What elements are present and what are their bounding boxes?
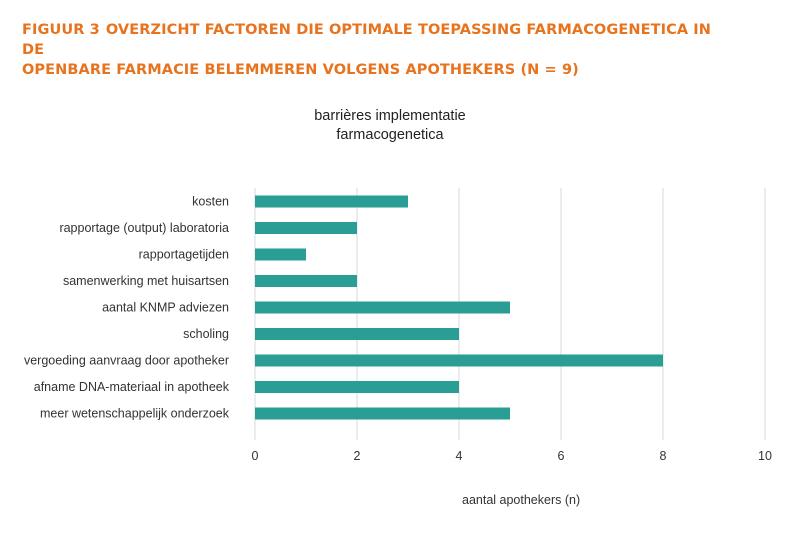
figure-heading-line-1: FIGUUR 3 OVERZICHT FACTOREN DIE OPTIMALE … xyxy=(22,20,722,60)
figure-heading-text-1: OVERZICHT FACTOREN DIE OPTIMALE TOEPASSI… xyxy=(22,22,712,58)
bar xyxy=(255,407,510,420)
bar xyxy=(255,354,663,367)
x-tick-label: 10 xyxy=(758,449,772,463)
chart-title-line-1: barrières implementatie xyxy=(314,108,466,124)
bar xyxy=(255,222,357,234)
x-axis-title: aantal apothekers (n) xyxy=(462,493,581,507)
category-label: kosten xyxy=(192,195,229,209)
x-tick-label: 0 xyxy=(252,449,259,463)
bar xyxy=(255,301,510,314)
figure-heading-line-2: OPENBARE FARMACIE BELEMMEREN VOLGENS APO… xyxy=(22,62,579,78)
bar xyxy=(255,381,459,393)
category-label: afname DNA-materiaal in apotheek xyxy=(34,380,230,394)
category-label: meer wetenschappelijk onderzoek xyxy=(40,407,230,421)
bar xyxy=(255,195,408,208)
category-label: aantal KNMP adviezen xyxy=(102,301,229,315)
x-tick-label: 4 xyxy=(456,449,463,463)
figure-number: FIGUUR 3 xyxy=(22,22,100,38)
category-label: vergoeding aanvraag door apotheker xyxy=(24,354,229,368)
category-label: rapportagetijden xyxy=(139,248,229,262)
x-tick-label: 8 xyxy=(660,449,667,463)
x-tick-label: 2 xyxy=(354,449,361,463)
bar xyxy=(255,328,459,340)
bar xyxy=(255,248,306,261)
figure-heading: FIGUUR 3 OVERZICHT FACTOREN DIE OPTIMALE … xyxy=(22,20,722,80)
category-label: rapportage (output) laboratoria xyxy=(59,221,229,235)
chart-title: barrières implementatie farmacogenetica xyxy=(0,107,780,145)
category-label: samenwerking met huisartsen xyxy=(63,274,229,288)
chart-title-line-2: farmacogenetica xyxy=(336,127,444,143)
x-tick-label: 6 xyxy=(558,449,565,463)
category-label: scholing xyxy=(183,327,229,341)
bar xyxy=(255,275,357,287)
